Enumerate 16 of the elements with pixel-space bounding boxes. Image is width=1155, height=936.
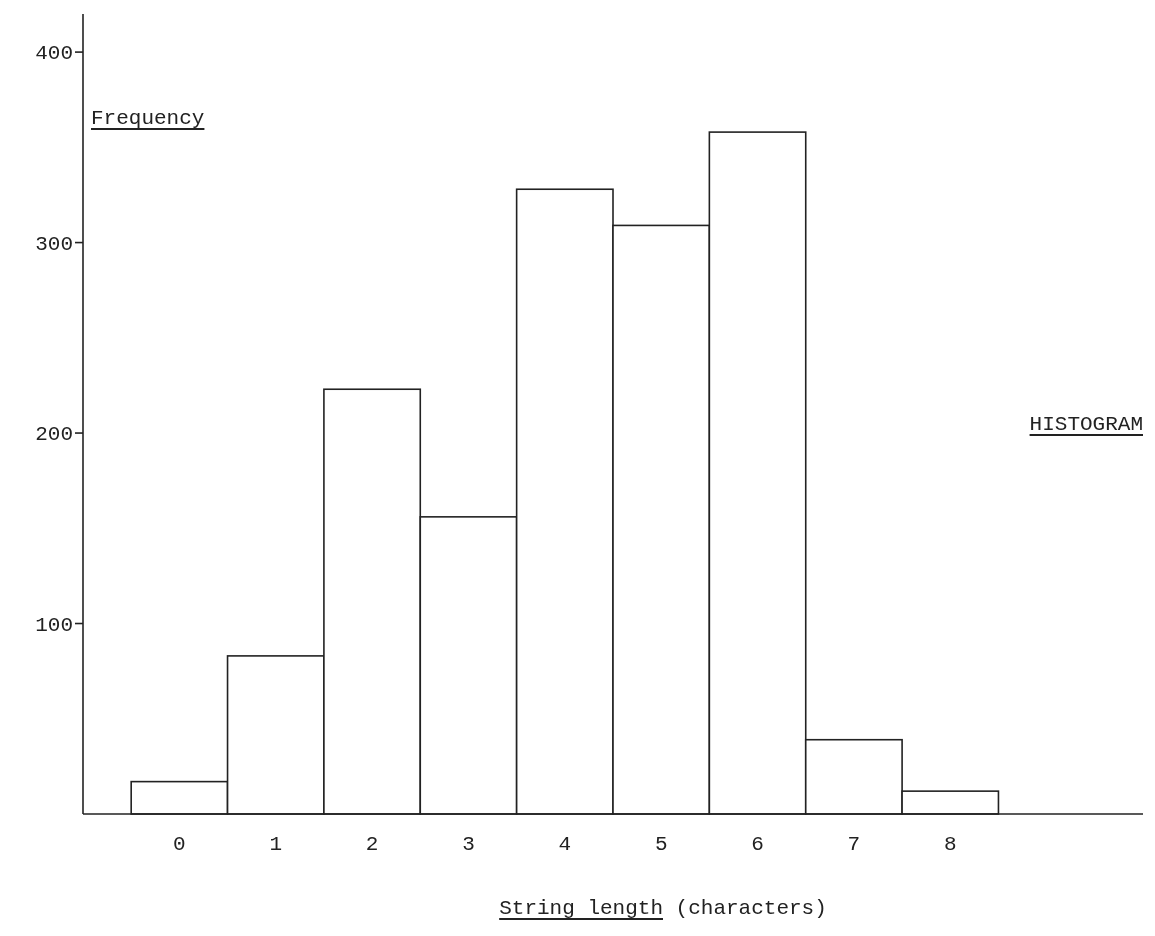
y-tick-label: 100 xyxy=(35,613,73,637)
text: HISTOGRAM xyxy=(1029,413,1143,436)
x-tick-label: 4 xyxy=(558,833,572,856)
x-tick-label: 7 xyxy=(847,833,861,856)
y-tick-label: 400 xyxy=(35,42,73,66)
x-tick-label: 6 xyxy=(751,833,764,856)
x-tick-label: 0 xyxy=(173,833,186,856)
x-axis-title: String length (characters) xyxy=(499,897,827,920)
x-tick-label: 3 xyxy=(462,833,475,856)
x-tick-label: 1 xyxy=(269,833,283,856)
x-tick-label: 5 xyxy=(654,833,668,856)
y-tick-label: 300 xyxy=(35,232,73,256)
x-tick-label: 2 xyxy=(365,833,379,856)
y-axis-title: Frequency xyxy=(91,107,205,130)
x-tick-label: 8 xyxy=(943,833,957,856)
y-tick-label: 200 xyxy=(35,423,73,447)
